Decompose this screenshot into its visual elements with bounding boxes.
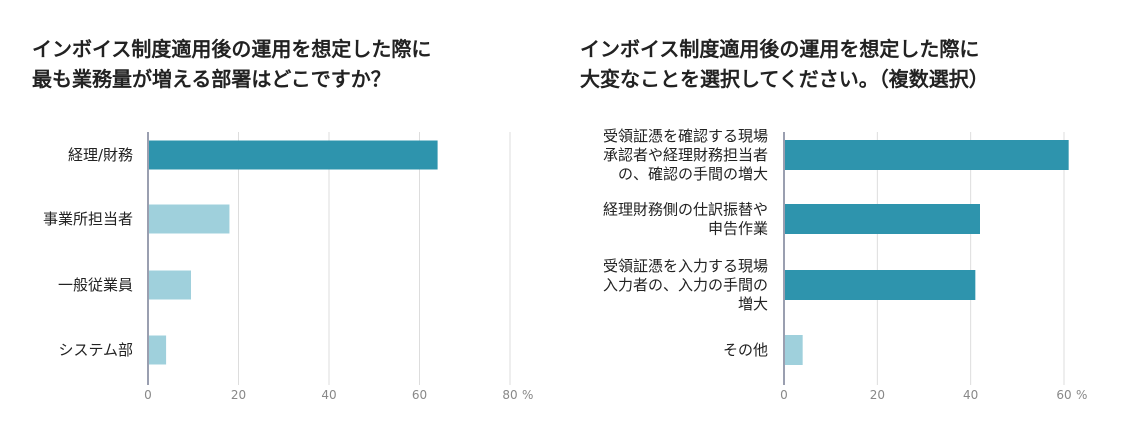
bar — [148, 140, 438, 170]
chart-title-line-2: 大変なことを選択してください。（複数選択） — [580, 67, 989, 91]
x-tick-label: 40 — [963, 388, 978, 402]
x-tick-label: 20 — [231, 388, 246, 402]
category-label: 申告作業 — [708, 220, 768, 238]
category-label: システム部 — [58, 341, 133, 359]
category-label: 増大 — [738, 295, 768, 313]
category-label: 事業所担当者 — [43, 210, 133, 228]
category-label: 入力者の、入力の手間の — [603, 276, 768, 294]
category-label: 受領証憑を入力する現場 — [603, 257, 768, 275]
bar — [784, 270, 976, 300]
bar — [148, 335, 167, 365]
bar — [148, 270, 191, 300]
x-tick-label: 0 — [144, 388, 152, 402]
chart-title: インボイス制度適用後の運用を想定した際に 大変なことを選択してください。（複数選… — [580, 34, 989, 94]
chart-panel-right: インボイス制度適用後の運用を想定した際に 大変なことを選択してください。（複数選… — [564, 0, 1128, 434]
x-tick-label: 80 — [502, 388, 517, 402]
bar-chart-svg: 0 20 40 60 % 受領証憑を確認する現場承認者や経理財務担当者の、確認の手間の増大… — [603, 127, 1087, 402]
bar — [784, 204, 980, 234]
chart-title-line-2: 最も業務量が増える部署はどこですか？ — [32, 67, 391, 91]
unit-label: % — [522, 388, 533, 402]
bar — [784, 140, 1069, 170]
category-label: その他 — [723, 341, 768, 359]
x-tick-label: 20 — [870, 388, 885, 402]
category-label: 経理/財務 — [68, 146, 133, 164]
category-label: 受領証憑を確認する現場 — [603, 127, 768, 145]
x-tick-label: 60 — [412, 388, 427, 402]
x-tick-label: 60 — [1056, 388, 1071, 402]
bar — [148, 204, 230, 234]
chart-title-line-1: インボイス制度適用後の運用を想定した際に — [32, 37, 432, 61]
x-tick-label: 40 — [321, 388, 336, 402]
category-label: 承認者や経理財務担当者 — [603, 146, 768, 164]
unit-label: % — [1076, 388, 1087, 402]
bar — [784, 335, 803, 365]
category-label: 一般従業員 — [58, 276, 133, 294]
category-label: の、確認の手間の増大 — [618, 165, 768, 183]
chart-panel-left: インボイス制度適用後の運用を想定した際に 最も業務量が増える部署はどこですか？ … — [32, 34, 533, 402]
category-label: 経理財務側の仕訳振替や — [603, 201, 768, 219]
chart-title: インボイス制度適用後の運用を想定した際に 最も業務量が増える部署はどこですか？ — [32, 34, 431, 94]
chart-title-line-1: インボイス制度適用後の運用を想定した際に — [580, 37, 980, 61]
x-tick-label: 0 — [780, 388, 788, 402]
